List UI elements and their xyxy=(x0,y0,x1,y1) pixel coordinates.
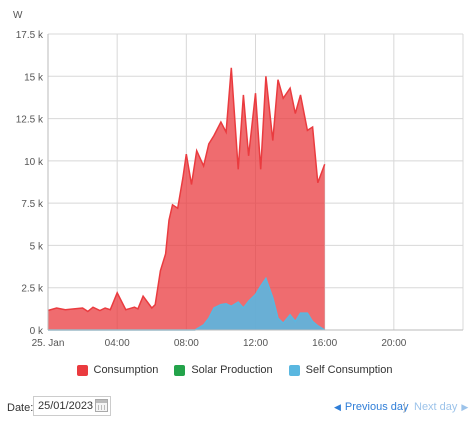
date-navigation: Date: 25/01/2023 ◀ Previous day | Next d… xyxy=(0,396,469,420)
y-tick-label: 5 k xyxy=(30,241,44,252)
calendar-icon[interactable] xyxy=(95,399,108,412)
chevron-left-icon: ◀ xyxy=(334,401,341,412)
line-consumption xyxy=(47,67,326,313)
previous-day-link[interactable]: ◀ Previous day xyxy=(334,401,409,413)
legend-swatch-solar-production xyxy=(174,364,186,376)
y-tick-label: 12.5 k xyxy=(16,115,44,126)
y-tick-label: 7.5 k xyxy=(21,199,44,210)
energy-chart: 0 k 2.5 k 5 k 7.5 k 10 k 12.5 k 15 k 17.5 k 25. … xyxy=(13,10,464,349)
x-tick-label: 16:00 xyxy=(312,338,337,349)
y-tick-label: 17.5 k xyxy=(16,30,44,41)
y-tick-label: 0 k xyxy=(30,326,44,337)
x-tick-label: 12:00 xyxy=(243,338,268,349)
y-tick-label: 2.5 k xyxy=(21,284,44,295)
nav-separator: | xyxy=(403,401,406,413)
date-field[interactable]: 25/01/2023 xyxy=(33,396,111,416)
x-tick-label: 25. Jan xyxy=(32,338,65,349)
x-tick-label: 04:00 xyxy=(105,338,130,349)
chart-legend: Consumption Solar Production Self Consum… xyxy=(0,362,469,378)
y-axis-label: W xyxy=(13,10,23,21)
area-consumption xyxy=(48,67,325,331)
y-tick-label: 10 k xyxy=(24,157,44,168)
previous-day-label: Previous day xyxy=(344,401,409,413)
date-value: 25/01/2023 xyxy=(38,400,94,412)
legend-swatch-self-consumption xyxy=(288,364,300,376)
next-day-label: Next day xyxy=(414,401,458,413)
next-day-link[interactable]: Next day ▶ xyxy=(414,401,468,413)
line-self-consumption xyxy=(48,276,326,331)
legend-label-consumption: Consumption xyxy=(93,364,159,376)
date-label: Date: xyxy=(7,402,34,414)
x-tick-label: 20:00 xyxy=(381,338,406,349)
legend-item-consumption[interactable]: Consumption xyxy=(76,364,159,376)
legend-item-solar-production[interactable]: Solar Production xyxy=(174,364,273,376)
area-self-consumption xyxy=(48,278,325,330)
y-tick-label: 15 k xyxy=(24,72,44,83)
legend-swatch-consumption xyxy=(76,364,88,376)
chevron-right-icon: ▶ xyxy=(461,401,469,412)
x-tick-label: 08:00 xyxy=(174,338,199,349)
legend-label-self-consumption: Self Consumption xyxy=(305,364,393,376)
legend-item-self-consumption[interactable]: Self Consumption xyxy=(288,364,393,376)
legend-label-solar-production: Solar Production xyxy=(191,364,273,376)
